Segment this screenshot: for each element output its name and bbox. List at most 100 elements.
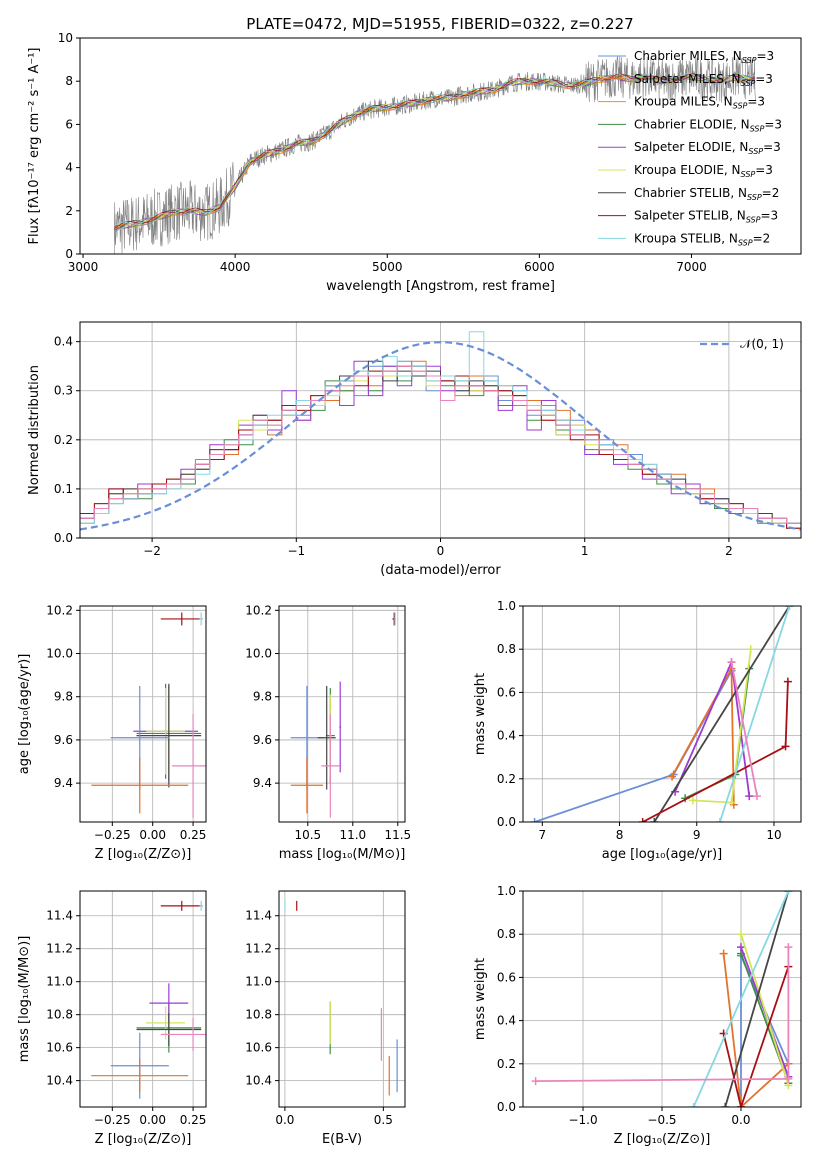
- legend-entry: Chabrier STELIB, NSSP=2: [634, 186, 779, 202]
- y-tick-label: 0.4: [497, 729, 516, 743]
- y-tick-label: 10.6: [46, 1041, 73, 1055]
- x-axis-label: Z [log₁₀(Z/Z⊙)]: [95, 1132, 192, 1147]
- y-tick-label: 10.8: [245, 1008, 272, 1022]
- axes-frame: [79, 321, 802, 539]
- y-tick-label: 9.4: [54, 776, 73, 790]
- legend-entry: Kroupa MILES, NSSP=3: [634, 95, 765, 111]
- weight-line: [730, 662, 758, 797]
- model-fit-line: [114, 73, 755, 231]
- x-axis-label: E(B-V): [322, 1132, 362, 1147]
- legend-entry: Kroupa ELODIE, NSSP=3: [634, 163, 773, 179]
- y-tick-label: 10.6: [245, 1041, 272, 1055]
- error-bar-point: [321, 714, 340, 818]
- x-tick-label: 4000: [220, 260, 251, 274]
- x-axis-label: (data-model)/error: [380, 563, 501, 578]
- axes-frame: [278, 890, 406, 1108]
- weight-marker: [736, 1103, 745, 1107]
- spectrum-legend: Chabrier MILES, NSSP=3 Salpeter MILES, NS…: [598, 49, 782, 247]
- error-bar-point: [317, 685, 336, 790]
- histogram-panel: −2 −1 0 1 2 0.0 0.1 0.2 0.3 0.4 (data-model)/error…: [27, 321, 802, 578]
- y-axis-label: mass weight: [473, 958, 488, 1040]
- mass-vs-Z-panel: −0.25 0.00 0.25 10.4 10.6 10.8 11.0 11.2 11.4 Z […: [17, 890, 207, 1147]
- weight-marker: [721, 1103, 730, 1107]
- age-vs-Z-panel: −0.25 0.00 0.25 9.4 9.6 9.8 10.0 10.2 Z [log₁₀(Z…: [17, 603, 207, 862]
- y-tick-label: 1.0: [497, 884, 516, 898]
- legend-entry: 𝒩(0, 1): [740, 337, 784, 351]
- model-fit-line: [113, 72, 756, 227]
- error-bar-point: [136, 1013, 202, 1046]
- histogram-step: [80, 365, 801, 538]
- legend-entry: Chabrier ELODIE, NSSP=3: [634, 117, 782, 133]
- x-tick-label: 5000: [372, 260, 403, 274]
- y-tick-label: 6: [65, 117, 73, 131]
- y-tick-label: 10: [58, 31, 73, 45]
- weight-line: [692, 891, 790, 1107]
- x-tick-label: 0.00: [139, 1113, 166, 1127]
- y-tick-label: 0: [65, 247, 73, 261]
- y-axis-label: mass weight: [473, 673, 488, 755]
- y-tick-label: 11.0: [245, 975, 272, 989]
- y-tick-label: 10.0: [245, 647, 272, 661]
- weight-line: [724, 891, 790, 1107]
- x-tick-label: 6000: [524, 260, 555, 274]
- error-bar-point: [136, 683, 202, 788]
- y-tick-label: 9.8: [253, 690, 272, 704]
- weight-marker: [531, 1077, 540, 1086]
- x-tick-label: 0.0: [731, 1113, 750, 1127]
- x-tick-label: 2: [725, 544, 733, 558]
- weight-marker: [784, 891, 793, 895]
- x-tick-label: 7: [538, 828, 546, 842]
- error-bar-point: [160, 900, 203, 911]
- y-tick-label: 10.4: [245, 1074, 272, 1088]
- weight-line: [722, 953, 790, 1107]
- x-tick-label: −0.5: [647, 1113, 676, 1127]
- y-tick-label: 9.6: [253, 733, 272, 747]
- y-axis-label: mass [log₁₀(M/M⊙)]: [17, 936, 32, 1063]
- error-bar-point: [339, 681, 342, 773]
- weight-marker: [745, 792, 754, 801]
- weight-marker: [781, 742, 790, 751]
- y-tick-label: 0.3: [54, 384, 73, 398]
- x-axis-label: wavelength [Angstrom, rest frame]: [326, 279, 555, 294]
- y-tick-label: 0.4: [54, 335, 73, 349]
- y-tick-label: 1.0: [497, 599, 516, 613]
- x-tick-label: 0: [437, 544, 445, 558]
- weight-marker: [668, 772, 677, 781]
- x-tick-label: 0.25: [180, 828, 207, 842]
- x-tick-label: 0.25: [180, 1113, 207, 1127]
- mass-vs-ebv-panel: 0.0 0.5 10.4 10.6 10.8 11.0 11.2 11.4 E(B-V): [245, 890, 406, 1147]
- legend-entry: Kroupa STELIB, NSSP=2: [634, 231, 770, 247]
- weight-line: [722, 966, 790, 1107]
- error-bar-point: [91, 1059, 189, 1093]
- x-tick-label: 7000: [676, 260, 707, 274]
- x-tick-label: 10.5: [294, 828, 321, 842]
- y-tick-label: 0.0: [54, 531, 73, 545]
- weight-marker: [727, 658, 736, 667]
- x-tick-label: −0.25: [94, 1113, 131, 1127]
- x-tick-label: 11.0: [339, 828, 366, 842]
- weight-line: [740, 933, 790, 1086]
- y-tick-label: 0.0: [497, 815, 516, 829]
- model-fit-line: [113, 73, 756, 229]
- y-tick-label: 0.6: [497, 685, 516, 699]
- weight-marker: [785, 606, 794, 610]
- weight-marker: [530, 818, 539, 822]
- y-tick-label: 0.6: [497, 970, 516, 984]
- weight-marker: [784, 943, 793, 952]
- axes-frame: [278, 605, 406, 823]
- axes-frame: [79, 37, 802, 255]
- error-bar-point: [91, 757, 189, 814]
- x-tick-label: 0.0: [275, 1113, 294, 1127]
- legend-entry: Salpeter ELODIE, NSSP=3: [634, 140, 781, 156]
- weight-marker: [689, 1103, 698, 1107]
- y-tick-label: 0.1: [54, 482, 73, 496]
- x-tick-label: 10: [766, 828, 781, 842]
- error-bar-point: [146, 688, 185, 775]
- weight-marker: [783, 677, 792, 686]
- y-tick-label: 10.8: [46, 1008, 73, 1022]
- y-tick-label: 11.2: [245, 942, 272, 956]
- weight-line: [671, 665, 735, 805]
- legend-entry: Salpeter MILES, NSSP=3: [634, 72, 773, 88]
- error-bar-point: [172, 714, 206, 818]
